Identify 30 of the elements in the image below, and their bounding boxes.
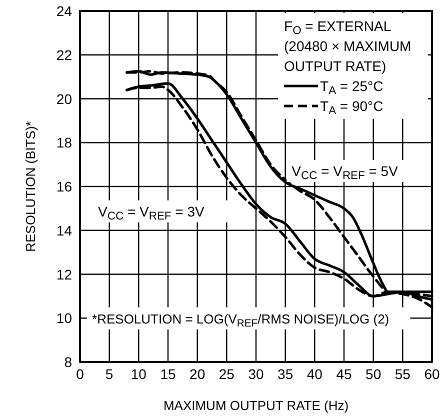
annotation: *RESOLUTION = LOG(V$_{REF}$/RMS NOISE)/LOG (2) xyxy=(92,311,390,329)
annotation: V$_{CC}$ = V$_{REF}$ = 5V xyxy=(292,162,399,182)
legend-label: T$_{A}$ = 25°C xyxy=(320,78,384,97)
x-tick-label: 50 xyxy=(366,366,382,382)
y-tick-label: 16 xyxy=(56,178,72,194)
x-tick-label: 40 xyxy=(306,366,323,382)
x-tick-label: 5 xyxy=(105,366,114,382)
x-tick-label: 15 xyxy=(160,366,176,382)
x-tick-label: 45 xyxy=(336,366,352,382)
x-tick-label: 0 xyxy=(76,366,84,382)
y-tick-label: 14 xyxy=(56,222,72,238)
y-axis-title: RESOLUTION (BITS)* xyxy=(23,121,38,252)
y-tick-label: 8 xyxy=(64,354,72,370)
legend-label: T$_{A}$ = 90°C xyxy=(320,98,384,117)
x-tick-label: 25 xyxy=(218,366,235,382)
legend-title: F$_{O}$ = EXTERNAL (20480 × MAXIMUM OUTPUT RATE) xyxy=(284,18,412,74)
y-tick-label: 12 xyxy=(56,266,72,282)
y-tick-label: 10 xyxy=(56,310,72,326)
x-tick-label: 30 xyxy=(248,366,264,382)
x-axis-title: MAXIMUM OUTPUT RATE (Hz) xyxy=(163,398,349,413)
y-tick-label: 22 xyxy=(56,46,72,63)
y-tick-label: 20 xyxy=(56,90,72,107)
y-tick-label: 18 xyxy=(56,134,72,151)
x-tick-label: 35 xyxy=(278,366,294,382)
x-tick-label: 60 xyxy=(424,366,440,382)
y-tick-label: 24 xyxy=(56,3,72,19)
x-tick-label: 20 xyxy=(190,366,206,382)
x-tick-label: 10 xyxy=(130,366,147,382)
annotation: V$_{CC}$ = V$_{REF}$ = 3V xyxy=(98,203,205,222)
x-tick-label: 55 xyxy=(394,366,411,382)
